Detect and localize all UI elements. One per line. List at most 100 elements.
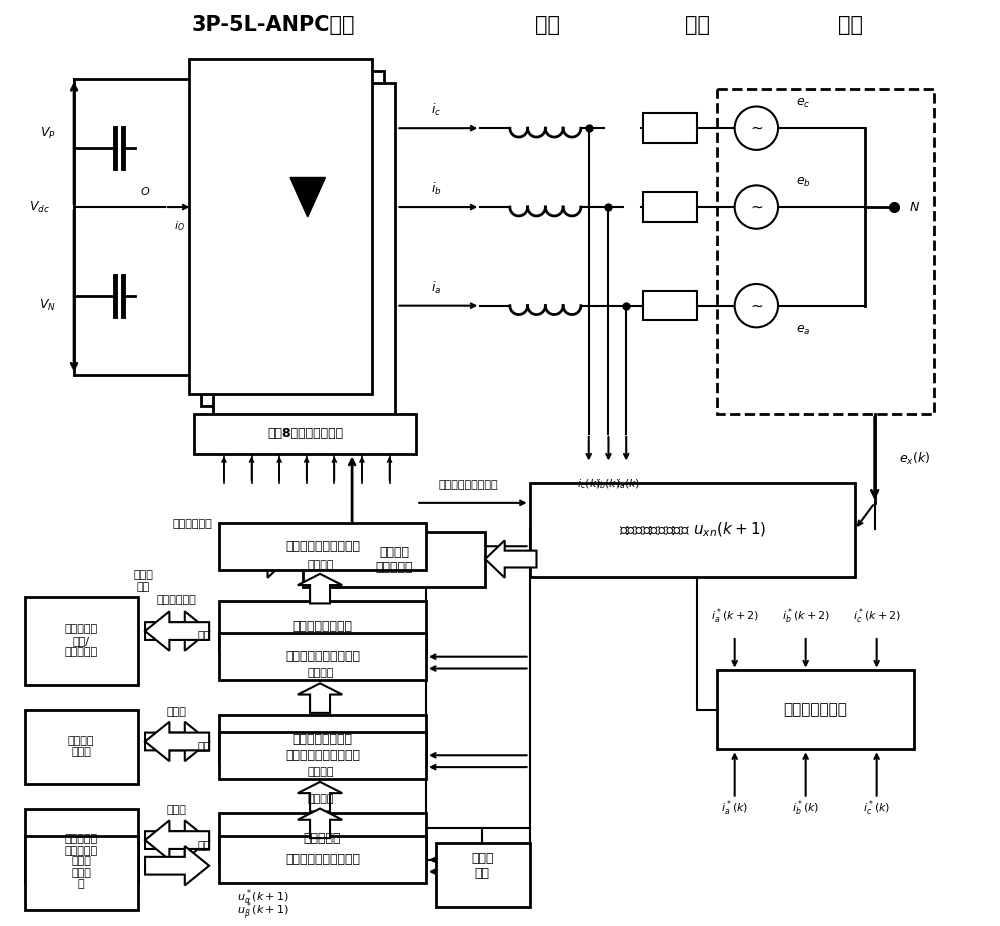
Text: 测区: 测区 <box>198 743 211 753</box>
Bar <box>219 522 426 569</box>
Text: $u^*_{\beta}(k+1)$: $u^*_{\beta}(k+1)$ <box>237 901 289 923</box>
Bar <box>194 414 416 454</box>
Bar <box>717 89 934 414</box>
Circle shape <box>735 106 778 150</box>
Text: $i^*_b(k)$: $i^*_b(k)$ <box>792 799 819 819</box>
Bar <box>219 633 426 681</box>
Text: $i^*_b(k+2)$: $i^*_b(k+2)$ <box>782 607 830 626</box>
Bar <box>643 291 697 320</box>
Text: 计算结果: 计算结果 <box>307 669 334 679</box>
Text: 第一次划分小测区: 第一次划分小测区 <box>293 733 353 746</box>
Text: 电感: 电感 <box>535 15 560 34</box>
Text: 判断大测区: 判断大测区 <box>304 832 341 845</box>
Text: 测区: 测区 <box>198 631 211 641</box>
Polygon shape <box>145 721 209 761</box>
Text: 三矢量占空比: 三矢量占空比 <box>172 519 212 530</box>
Text: $i_c$: $i_c$ <box>431 102 441 119</box>
Polygon shape <box>145 846 209 885</box>
Bar <box>25 836 138 910</box>
Text: $V_N$: $V_N$ <box>39 298 56 313</box>
Text: ~: ~ <box>750 200 763 215</box>
Text: $i^*_a(k+2)$: $i^*_a(k+2)$ <box>711 607 759 626</box>
Bar <box>303 532 485 587</box>
Text: ~: ~ <box>750 120 763 136</box>
Circle shape <box>735 185 778 229</box>
Text: $i_a(k)$: $i_a(k)$ <box>616 477 640 491</box>
Polygon shape <box>145 611 209 651</box>
Text: $e_a$: $e_a$ <box>796 324 810 337</box>
Text: 电流跟踪电压，计算 $u_{xn}(k+1)$: 电流跟踪电压，计算 $u_{xn}(k+1)$ <box>619 520 766 539</box>
Text: 三相电流与三相电压: 三相电流与三相电压 <box>439 480 498 490</box>
Text: $i_c(k)$: $i_c(k)$ <box>577 477 601 491</box>
Bar <box>201 71 384 407</box>
Text: N: N <box>909 201 919 214</box>
Text: 无权重因子的价値函数: 无权重因子的价値函数 <box>285 650 360 663</box>
Bar <box>25 710 138 784</box>
Bar <box>219 602 426 651</box>
Polygon shape <box>290 178 325 217</box>
Text: 悬浮电容
与中点控制: 悬浮电容 与中点控制 <box>376 546 413 574</box>
Polygon shape <box>236 541 287 578</box>
Bar <box>436 843 530 907</box>
Text: 克拉克
变换: 克拉克 变换 <box>471 852 494 880</box>
Text: 扇区组合与
分类/
占空比计算: 扇区组合与 分类/ 占空比计算 <box>64 624 98 657</box>
Polygon shape <box>145 820 209 860</box>
Polygon shape <box>145 721 209 761</box>
Bar <box>643 113 697 143</box>
Text: $i_b$: $i_b$ <box>431 181 441 197</box>
Text: 三矢量占空比: 三矢量占空比 <box>157 595 196 606</box>
Bar <box>213 82 395 418</box>
Bar <box>643 193 697 222</box>
Text: 第二次划分小测区: 第二次划分小测区 <box>293 619 353 632</box>
Bar <box>219 836 426 883</box>
Text: 菱形对角
线矢量: 菱形对角 线矢量 <box>68 735 94 757</box>
Polygon shape <box>145 820 209 860</box>
Bar <box>717 670 914 749</box>
Polygon shape <box>485 541 536 578</box>
Text: 三矢量: 三矢量 <box>167 707 187 717</box>
Bar <box>189 59 372 394</box>
Text: $e_b$: $e_b$ <box>796 176 811 189</box>
Text: 负载: 负载 <box>685 15 710 34</box>
Text: 3P-5L-ANPC拓扑: 3P-5L-ANPC拓扑 <box>191 15 355 34</box>
Text: $V_P$: $V_P$ <box>40 126 56 141</box>
Polygon shape <box>298 574 342 604</box>
Text: $i_a$: $i_a$ <box>431 280 441 295</box>
Text: 六个零
共模矢
量: 六个零 共模矢 量 <box>71 856 91 889</box>
Text: 测区: 测区 <box>198 841 211 851</box>
Bar <box>219 813 426 863</box>
Text: O: O <box>141 187 149 197</box>
Text: 计算结果: 计算结果 <box>307 794 334 804</box>
Text: $i_O$: $i_O$ <box>174 219 185 232</box>
Text: 三矢量: 三矢量 <box>167 806 187 816</box>
Text: 拉格朗日后推法: 拉格朗日后推法 <box>784 703 847 718</box>
Text: $e_x(k)$: $e_x(k)$ <box>899 450 930 467</box>
Polygon shape <box>298 782 342 811</box>
Bar <box>219 715 426 764</box>
Text: $i_b(k)$: $i_b(k)$ <box>596 477 621 491</box>
Bar <box>25 808 138 882</box>
Text: 计算结果: 计算结果 <box>307 560 334 569</box>
Text: 无权重因子的价値函数: 无权重因子的价値函数 <box>285 853 360 867</box>
Text: $u^*_{\alpha}(k+1)$: $u^*_{\alpha}(k+1)$ <box>237 887 289 907</box>
Polygon shape <box>145 611 209 651</box>
Text: $i^*_c(k)$: $i^*_c(k)$ <box>863 799 890 819</box>
Text: 大扇区三角
形三个顶点: 大扇区三角 形三个顶点 <box>64 834 98 856</box>
Text: 每相8种候选开关序列: 每相8种候选开关序列 <box>268 427 344 441</box>
Polygon shape <box>298 683 342 713</box>
Text: $i^*_c(k+2)$: $i^*_c(k+2)$ <box>853 607 901 626</box>
Circle shape <box>735 284 778 328</box>
Bar <box>530 483 855 577</box>
Bar <box>25 596 138 685</box>
Text: $e_c$: $e_c$ <box>796 97 810 110</box>
Text: $i^*_a(k)$: $i^*_a(k)$ <box>721 799 748 819</box>
Polygon shape <box>298 808 342 838</box>
Text: 无权重因子的价値函数: 无权重因子的价値函数 <box>285 540 360 553</box>
Text: $V_{dc}$: $V_{dc}$ <box>29 199 49 215</box>
Text: 无权重因子的价値函数: 无权重因子的价値函数 <box>285 749 360 762</box>
Text: 对角线
矢量: 对角线 矢量 <box>133 570 153 592</box>
Text: 计算结果: 计算结果 <box>307 767 334 777</box>
Bar <box>219 732 426 779</box>
Text: ~: ~ <box>750 298 763 313</box>
Text: 电网: 电网 <box>838 15 863 34</box>
